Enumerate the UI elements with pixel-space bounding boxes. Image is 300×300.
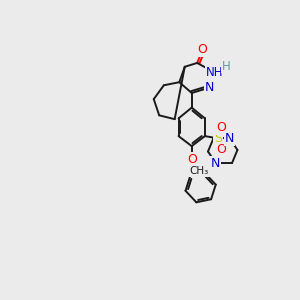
Text: N: N — [211, 157, 220, 169]
Text: H: H — [221, 59, 230, 73]
Text: O: O — [198, 44, 208, 56]
Text: N: N — [225, 132, 234, 145]
Text: S: S — [214, 132, 222, 145]
Text: NH: NH — [206, 66, 223, 79]
Text: O: O — [216, 143, 226, 156]
Text: CH₃: CH₃ — [190, 166, 209, 176]
Text: O: O — [187, 154, 197, 166]
Text: O: O — [216, 121, 226, 134]
Text: N: N — [205, 81, 214, 94]
